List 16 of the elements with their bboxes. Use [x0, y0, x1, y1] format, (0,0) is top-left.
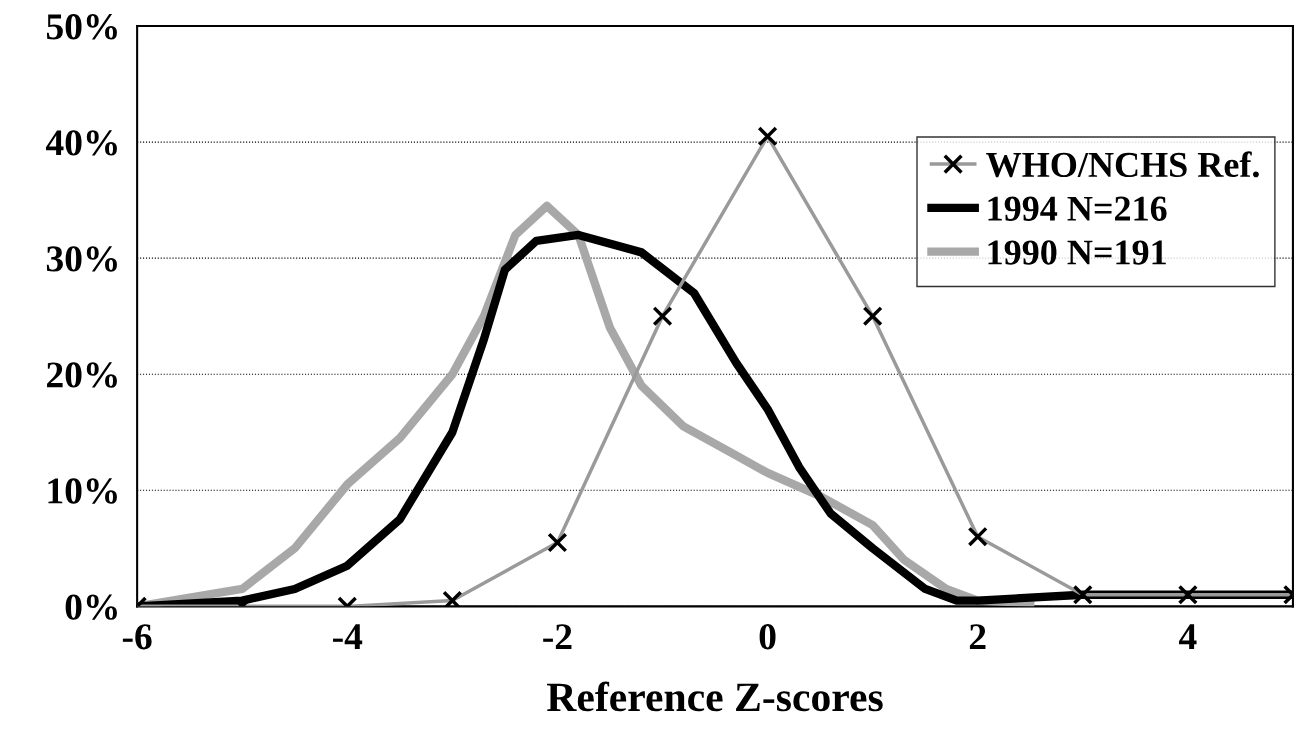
- x-tick-label: -2: [543, 624, 572, 650]
- y-tick-label: 50%: [46, 14, 117, 40]
- x-axis-title: Reference Z-scores: [547, 681, 883, 712]
- x-tick-label: -4: [333, 624, 363, 650]
- legend-label: WHO/NCHS Ref.: [986, 151, 1259, 178]
- y-tick-label: 0%: [65, 594, 117, 620]
- y-tick-label: 10%: [48, 478, 117, 504]
- legend-label: 1990 N=191: [988, 240, 1166, 265]
- y-tick-label: 30%: [46, 246, 117, 272]
- x-tick-label: 4: [1179, 624, 1197, 650]
- x-tick-label: -6: [122, 624, 152, 650]
- y-tick-label: 40%: [45, 130, 117, 156]
- x-tick-label: 0: [759, 624, 776, 650]
- y-tick-label: 20%: [47, 362, 117, 388]
- x-tick-label: 2: [969, 624, 986, 650]
- legend-label: 1994 N=216: [988, 196, 1167, 221]
